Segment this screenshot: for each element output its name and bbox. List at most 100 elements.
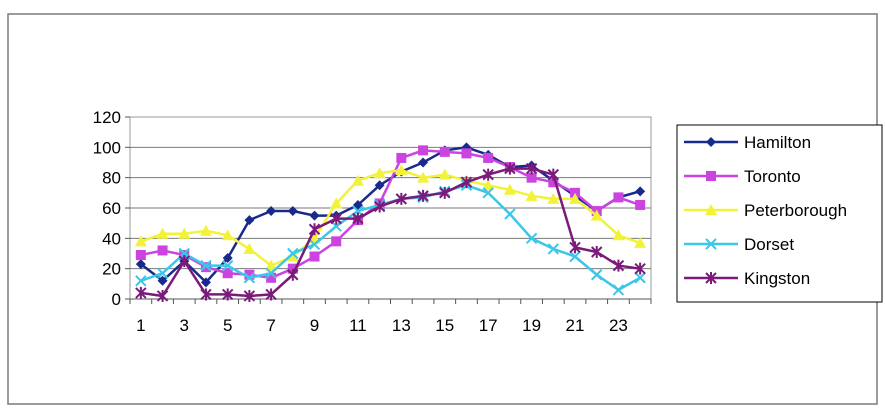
data-point [265,288,277,301]
data-point [417,171,430,183]
data-point [438,168,451,180]
data-point [706,137,716,147]
data-point [200,277,211,288]
data-point [482,168,494,181]
legend-label: Kingston [744,269,810,288]
x-tick-label: 1 [136,316,145,335]
y-tick-label: 100 [93,138,121,157]
data-point [135,275,147,287]
data-point [200,288,212,301]
data-point [331,236,342,247]
data-point [178,255,190,268]
legend-entry: Kingston [684,269,810,288]
x-tick-label: 21 [566,316,585,335]
data-point [309,210,320,221]
y-tick-label: 0 [112,290,121,309]
data-point [547,192,560,204]
x-tick-label: 23 [609,316,628,335]
data-point [635,186,646,197]
data-point [200,262,211,273]
data-point [373,200,386,213]
data-point [418,157,429,168]
data-point [570,187,581,198]
data-point [244,215,255,226]
data-point [548,177,559,188]
data-point [705,238,717,250]
x-tick-label: 13 [392,316,411,335]
data-point [287,268,299,281]
data-point [265,259,278,271]
legend-label: Toronto [744,167,801,186]
data-point [221,288,234,301]
data-point [156,227,169,239]
data-point [286,250,299,262]
data-point [613,192,624,203]
data-point [309,251,320,262]
series-line [140,168,641,268]
data-point [244,269,255,280]
legend-label: Peterborough [744,201,847,220]
y-tick-label: 20 [102,260,121,279]
legend-entry: Toronto [684,167,801,186]
data-point [308,238,321,251]
legend-entry: Hamilton [684,133,811,152]
legend-label: Hamilton [744,133,811,152]
y-tick-label: 40 [102,229,121,248]
series-layer [134,142,647,302]
x-tick-label: 3 [180,316,189,335]
data-point [461,148,472,159]
data-point [634,272,646,284]
legend-label: Dorset [744,235,794,254]
data-point [135,286,147,299]
data-point [706,171,716,181]
x-tick-label: 19 [522,316,541,335]
data-point [243,289,256,302]
data-point [157,275,168,286]
data-point [547,243,560,255]
data-point [612,229,625,241]
data-point [590,209,603,221]
data-point [330,212,342,225]
data-point [504,208,516,220]
data-point [243,242,256,254]
data-point [591,269,603,281]
y-tick-label: 80 [102,169,121,188]
data-point [395,164,408,176]
data-point [135,250,146,261]
x-tick-label: 5 [223,316,232,335]
data-point [504,162,516,175]
data-point [156,267,169,279]
data-point [503,183,516,195]
legend-entry: Dorset [684,235,794,254]
data-point [330,197,343,209]
legend-entry: Peterborough [684,201,847,220]
data-point [221,229,234,241]
data-point [634,262,646,275]
data-point [547,168,560,181]
data-point [705,204,717,215]
series-kingston [135,162,646,302]
data-point [417,189,429,202]
data-point [612,284,625,296]
data-point [439,186,451,199]
data-point [373,167,386,179]
data-point [525,162,538,175]
data-point [569,192,582,204]
x-tick-label: 11 [349,316,367,335]
data-point [569,241,581,254]
data-point [439,146,450,157]
data-point [525,189,538,201]
data-point [374,180,385,191]
data-point [287,206,298,217]
data-point [134,235,147,247]
data-point [222,268,233,279]
data-point [569,250,581,263]
data-point [221,259,234,272]
data-point [705,272,717,284]
data-point [395,192,408,205]
data-point [178,227,191,239]
data-point [635,199,646,210]
data-point [157,245,168,256]
data-point [483,152,494,163]
